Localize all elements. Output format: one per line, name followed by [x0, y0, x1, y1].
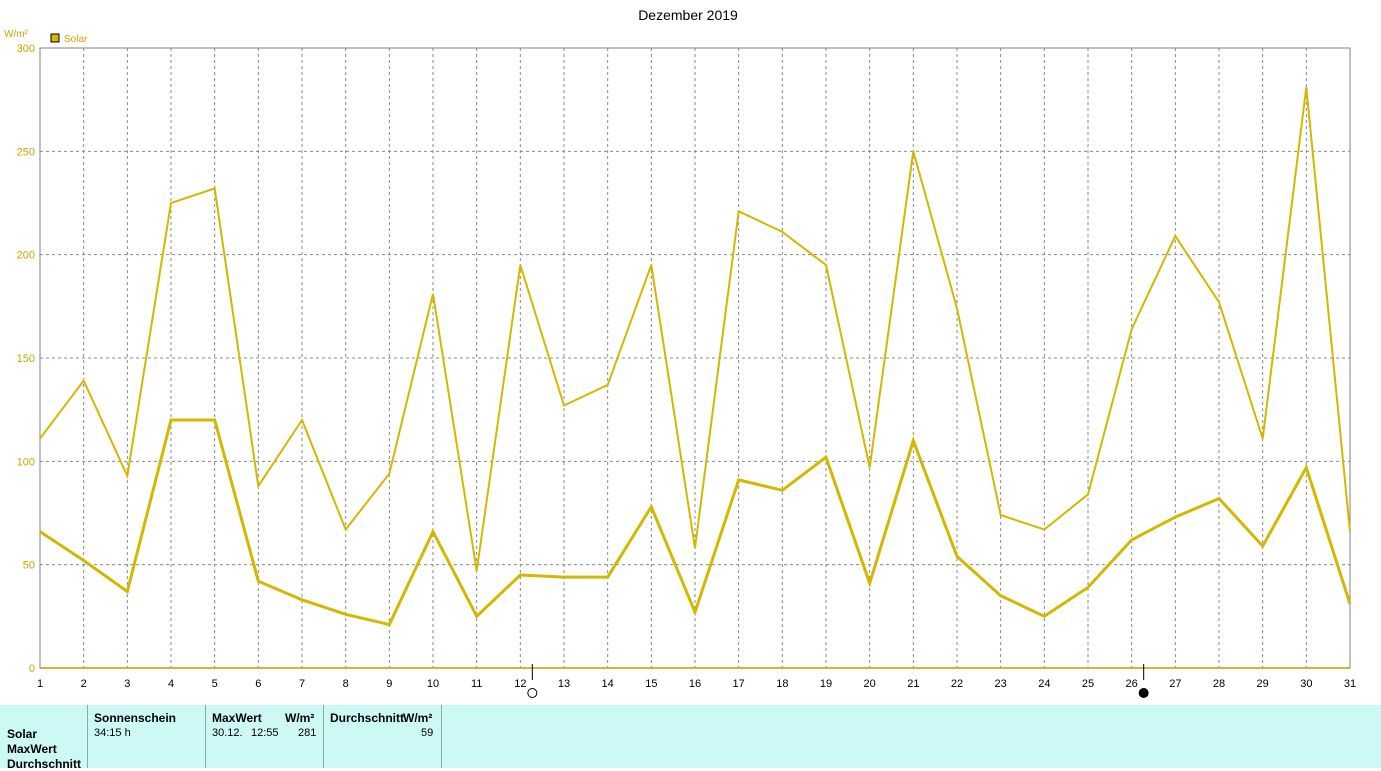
x-axis-ticks: 1 2 3 4 5 6 7 8 9 10 11 12 13 14 15 16 17 18 19 20 21 22 23 24 2…: [37, 678, 1356, 690]
x-tick-label: 20: [864, 678, 876, 690]
grid: [40, 48, 1350, 668]
x-tick-label: 21: [907, 678, 919, 690]
full-moon-icon: [527, 688, 538, 698]
x-tick-label: 18: [776, 678, 788, 690]
col-unit-durchschnitt: W/m²: [403, 711, 433, 725]
value-maxwert: 281: [298, 727, 317, 739]
chart-title: Dezember 2019: [638, 7, 738, 23]
x-tick-label: 3: [124, 678, 130, 690]
x-tick-label: 22: [951, 678, 963, 690]
x-tick-label: 11: [471, 678, 482, 690]
x-tick-label: 27: [1169, 678, 1181, 690]
value-durchschnitt: 59: [421, 727, 434, 739]
x-tick-label: 4: [168, 678, 174, 690]
chart: Dezember 2019 W/m² Solar 050100150200250…: [4, 7, 1356, 698]
summary-table: Solar MaxWert Durchschnitt Sonnenschein …: [0, 705, 1381, 771]
legend-swatch: [50, 33, 60, 43]
y-tick-label: 250: [17, 146, 35, 158]
y-tick-label: 300: [17, 43, 35, 55]
row-label-solar: Solar: [7, 727, 38, 741]
new-moon-icon: [1138, 688, 1149, 698]
x-tick-label: 24: [1038, 678, 1050, 690]
x-tick-label: 14: [602, 678, 614, 690]
x-tick-label: 19: [820, 678, 832, 690]
x-tick-label: 5: [212, 678, 218, 690]
col-unit-maxwert: W/m²: [285, 711, 315, 725]
y-tick-label: 50: [23, 560, 35, 572]
x-tick-label: 28: [1213, 678, 1225, 690]
value-maxwert-date: 30.12.: [212, 727, 243, 739]
x-tick-label: 8: [343, 678, 349, 690]
x-tick-label: 2: [81, 678, 87, 690]
x-tick-label: 26: [1126, 678, 1138, 690]
x-tick-label: 29: [1257, 678, 1269, 690]
x-tick-label: 17: [733, 678, 745, 690]
col-header-durchschnitt: Durchschnitt: [330, 711, 405, 725]
y-tick-label: 100: [17, 456, 35, 468]
x-tick-label: 1: [37, 678, 43, 690]
series-line-max: [39, 87, 1351, 572]
series-line-average: [39, 418, 1352, 627]
x-tick-label: 9: [386, 678, 392, 690]
x-tick-label: 6: [255, 678, 261, 690]
y-axis-ticks: 0 50 100 150 200 250 300: [17, 43, 35, 675]
value-maxwert-time: 12:55: [251, 727, 279, 739]
x-tick-label: 23: [995, 678, 1007, 690]
x-tick-label: 10: [427, 678, 439, 690]
x-tick-label: 31: [1344, 678, 1356, 690]
x-tick-label: 7: [299, 678, 305, 690]
col-header-sonnenschein: Sonnenschein: [94, 711, 177, 725]
moon-markers: [527, 664, 1149, 698]
col-header-maxwert: MaxWert: [212, 711, 262, 725]
x-tick-label: 30: [1300, 678, 1312, 690]
series: [39, 87, 1352, 627]
legend-label: Solar: [64, 34, 88, 45]
x-tick-label: 13: [558, 678, 570, 690]
value-sonnenschein: 34:15 h: [94, 727, 131, 739]
y-tick-label: 200: [17, 250, 35, 262]
row-label-maxwert: MaxWert: [7, 742, 57, 756]
y-tick-label: 150: [17, 353, 35, 365]
row-label-durchschnitt: Durchschnitt: [7, 757, 82, 771]
x-tick-label: 25: [1082, 678, 1094, 690]
y-axis-unit: W/m²: [4, 29, 29, 40]
y-tick-label: 0: [29, 663, 35, 675]
x-tick-label: 16: [689, 678, 701, 690]
x-tick-label: 15: [645, 678, 657, 690]
x-tick-label: 12: [514, 678, 526, 690]
